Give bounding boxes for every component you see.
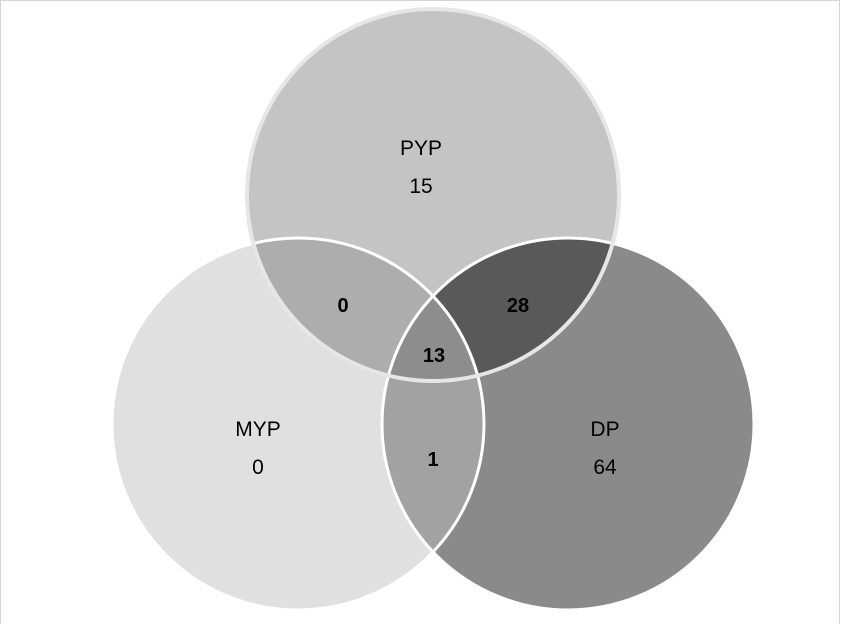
pyp-label: PYP [400, 137, 442, 160]
dp-count: 64 [593, 456, 617, 479]
pyp-myp-overlap [247, 238, 484, 381]
myp-label: MYP [235, 418, 281, 441]
triple-count: 13 [423, 345, 445, 367]
dp-label: DP [590, 418, 619, 441]
myp-outline [110, 236, 486, 612]
pyp-myp-count: 0 [337, 295, 348, 317]
pyp-outline [245, 7, 621, 383]
myp-count: 0 [252, 456, 264, 479]
dp-outline [380, 236, 756, 612]
myp-dp-count: 1 [427, 449, 438, 471]
pyp-dp-count: 28 [507, 295, 529, 317]
pyp-dp-overlap [382, 238, 619, 381]
pyp-count: 15 [409, 175, 432, 198]
